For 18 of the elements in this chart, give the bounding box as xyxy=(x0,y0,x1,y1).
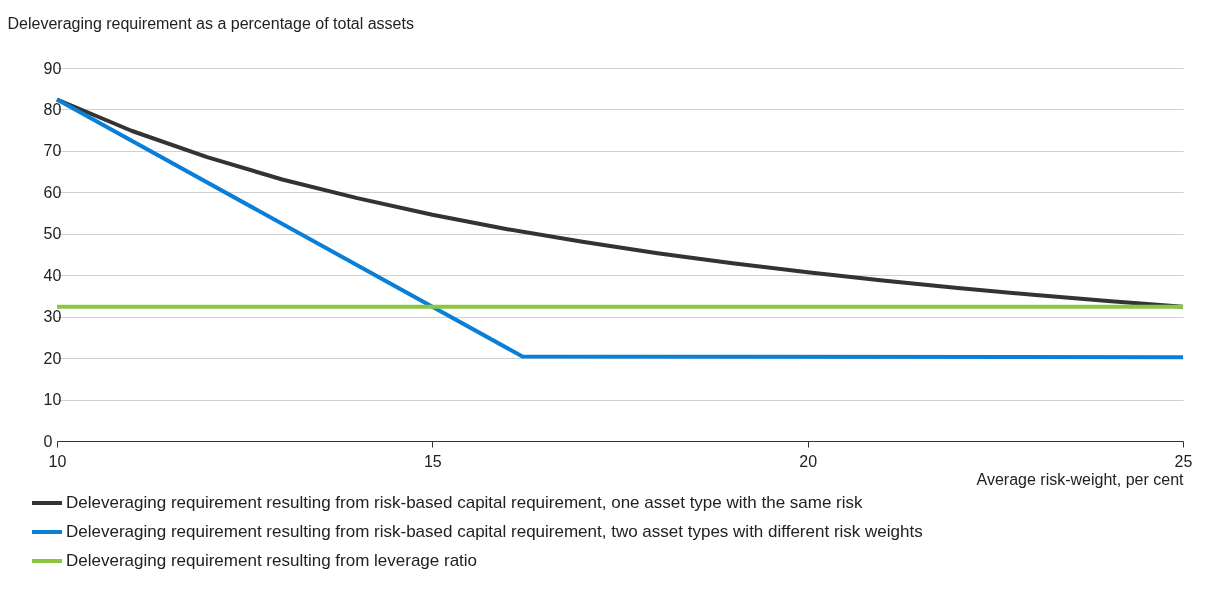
y-tick-label: 90 xyxy=(43,59,62,77)
y-tick-label: 10 xyxy=(43,391,62,409)
y-tick-label: 0 xyxy=(43,432,53,450)
y-tick-label: 40 xyxy=(43,266,62,284)
y-tick-label: 70 xyxy=(43,142,62,160)
x-tick-label: 20 xyxy=(799,452,818,470)
legend-label: Deleveraging requirement resulting from risk-based capital requirement, two asset types with different risk weights xyxy=(66,522,923,541)
legend-label: Deleveraging requirement resulting from risk-based capital requirement, one asset type with the same risk xyxy=(66,493,864,512)
y-tick-label: 50 xyxy=(43,225,62,243)
x-axis-title: Average risk-weight, per cent xyxy=(976,470,1185,488)
x-tick-label: 15 xyxy=(423,452,442,470)
y-tick-label: 30 xyxy=(43,308,62,326)
y-tick-label: 60 xyxy=(43,183,62,201)
y-tick-label: 80 xyxy=(43,100,62,118)
legend-label: Deleveraging requirement resulting from leverage ratio xyxy=(66,551,478,570)
y-tick-label: 20 xyxy=(43,349,62,367)
y-axis-title: Deleveraging requirement as a percentage of total assets xyxy=(7,14,414,32)
x-tick-label: 25 xyxy=(1174,452,1193,470)
